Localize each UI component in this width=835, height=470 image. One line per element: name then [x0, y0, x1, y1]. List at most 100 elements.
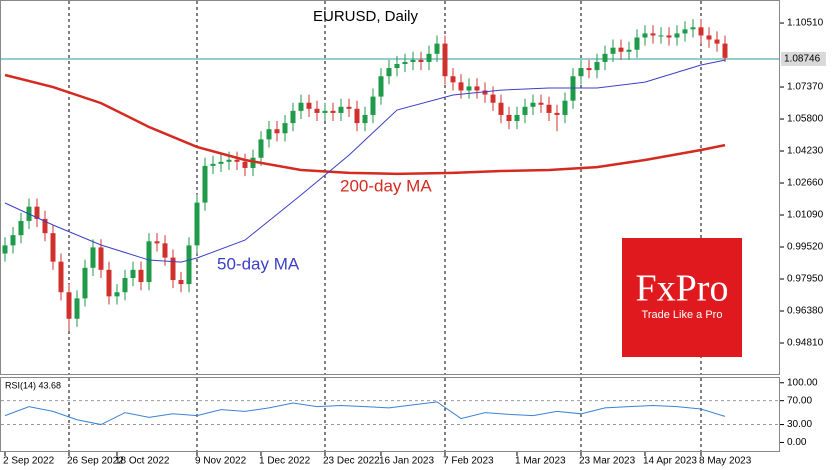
candle-body [522, 106, 528, 115]
candle-body [442, 43, 448, 77]
candle-body [458, 82, 464, 91]
candle-body [258, 139, 264, 158]
candle-body [722, 43, 728, 58]
candle-body [498, 102, 504, 115]
candle-body [210, 163, 216, 166]
candle-body [642, 33, 648, 38]
rsi-tick-label: 100.00 [787, 377, 818, 388]
candle-body [714, 39, 720, 44]
candle-body [450, 76, 456, 83]
candle-body [386, 68, 392, 77]
candle-body [482, 90, 488, 95]
x-tick-label: 23 Dec 2022 [323, 456, 380, 467]
candle-body [706, 35, 712, 40]
candle-body [146, 241, 152, 283]
candle-body [474, 86, 480, 91]
x-tick-label: 2 Sep 2022 [3, 456, 55, 467]
candle-body [50, 233, 56, 262]
x-tick-label: 7 Feb 2023 [443, 456, 494, 467]
ma-label: 50-day MA [217, 254, 300, 273]
candle-body [202, 165, 208, 203]
y-tick-label: 1.01090 [787, 210, 824, 221]
candle-body [690, 27, 696, 30]
candle-body [282, 123, 288, 134]
rsi-panel [0, 377, 780, 452]
candle-body [162, 243, 168, 258]
candle-body [2, 245, 8, 254]
y-tick-label: 0.97950 [787, 274, 824, 285]
candle-body [346, 106, 352, 109]
candle-body [58, 261, 64, 293]
candle-body [10, 235, 16, 246]
candle-body [98, 247, 104, 270]
candle-body [154, 241, 160, 244]
x-tick-label: 18 Oct 2022 [115, 456, 170, 467]
x-tick-label: 9 Nov 2022 [195, 456, 247, 467]
y-tick-label: 1.07370 [787, 82, 824, 93]
candle-body [354, 108, 360, 124]
candle-body [682, 29, 688, 34]
y-tick-label: 0.96380 [787, 306, 824, 317]
candle-body [506, 114, 512, 122]
y-tick-label: 0.99520 [787, 242, 824, 253]
candle-body [650, 33, 656, 36]
candle-body [514, 114, 520, 122]
candle-body [114, 292, 120, 297]
candle-body [378, 76, 384, 97]
candle-body [338, 106, 344, 113]
rsi-line [4, 401, 726, 426]
candle-body [658, 35, 664, 37]
candle-body [562, 100, 568, 115]
candle-body [626, 49, 632, 52]
candle-body [666, 35, 672, 38]
candle-body [546, 104, 552, 113]
candle-body [122, 277, 128, 293]
ma-label: 200-day MA [340, 176, 432, 195]
candle-body [266, 129, 272, 140]
candle-body [618, 47, 624, 52]
ma-line [4, 73, 726, 176]
candle-body [306, 102, 312, 109]
candle-body [530, 102, 536, 107]
candle-body [554, 112, 560, 115]
candle-body [602, 53, 608, 62]
candle-body [186, 245, 192, 285]
candle-body [594, 61, 600, 71]
y-tick-label: 0.94810 [787, 338, 824, 349]
y-tick-label: 1.04230 [787, 146, 824, 157]
x-tick-label: 26 Sep 2022 [67, 456, 124, 467]
x-tick-label: 1 Mar 2023 [515, 456, 566, 467]
candle-body [178, 280, 184, 285]
price-panel [0, 0, 780, 375]
ma-line [4, 59, 726, 263]
candle-body [490, 94, 496, 103]
candle-body [698, 27, 704, 36]
candle-body [74, 298, 80, 319]
candle-body [674, 33, 680, 38]
candle-body [274, 129, 280, 134]
candle-body [138, 269, 144, 283]
logo-tagline: Trade Like a Pro [642, 309, 723, 321]
candle-body [314, 108, 320, 113]
rsi-tick-label: 30.00 [787, 419, 812, 430]
candle-body [42, 218, 48, 234]
candle-body [362, 114, 368, 124]
candle-body [18, 220, 24, 236]
candle-body [466, 86, 472, 91]
candle-body [394, 63, 400, 69]
candle-body [242, 161, 248, 168]
candle-body [106, 269, 112, 297]
candle-body [66, 292, 72, 319]
candle-body [402, 61, 408, 64]
logo-brand: FxPro [636, 268, 729, 310]
chart-title: EURUSD, Daily [313, 8, 419, 25]
x-tick-label: 1 Dec 2022 [259, 456, 311, 467]
logo-box [622, 238, 742, 357]
candle-body [250, 157, 256, 168]
candle-body [634, 37, 640, 50]
candle-body [170, 257, 176, 281]
last-price-label: 1.08746 [784, 54, 821, 65]
rsi-tick-label: 70.00 [787, 395, 812, 406]
x-tick-label: 16 Jan 2023 [379, 456, 434, 467]
